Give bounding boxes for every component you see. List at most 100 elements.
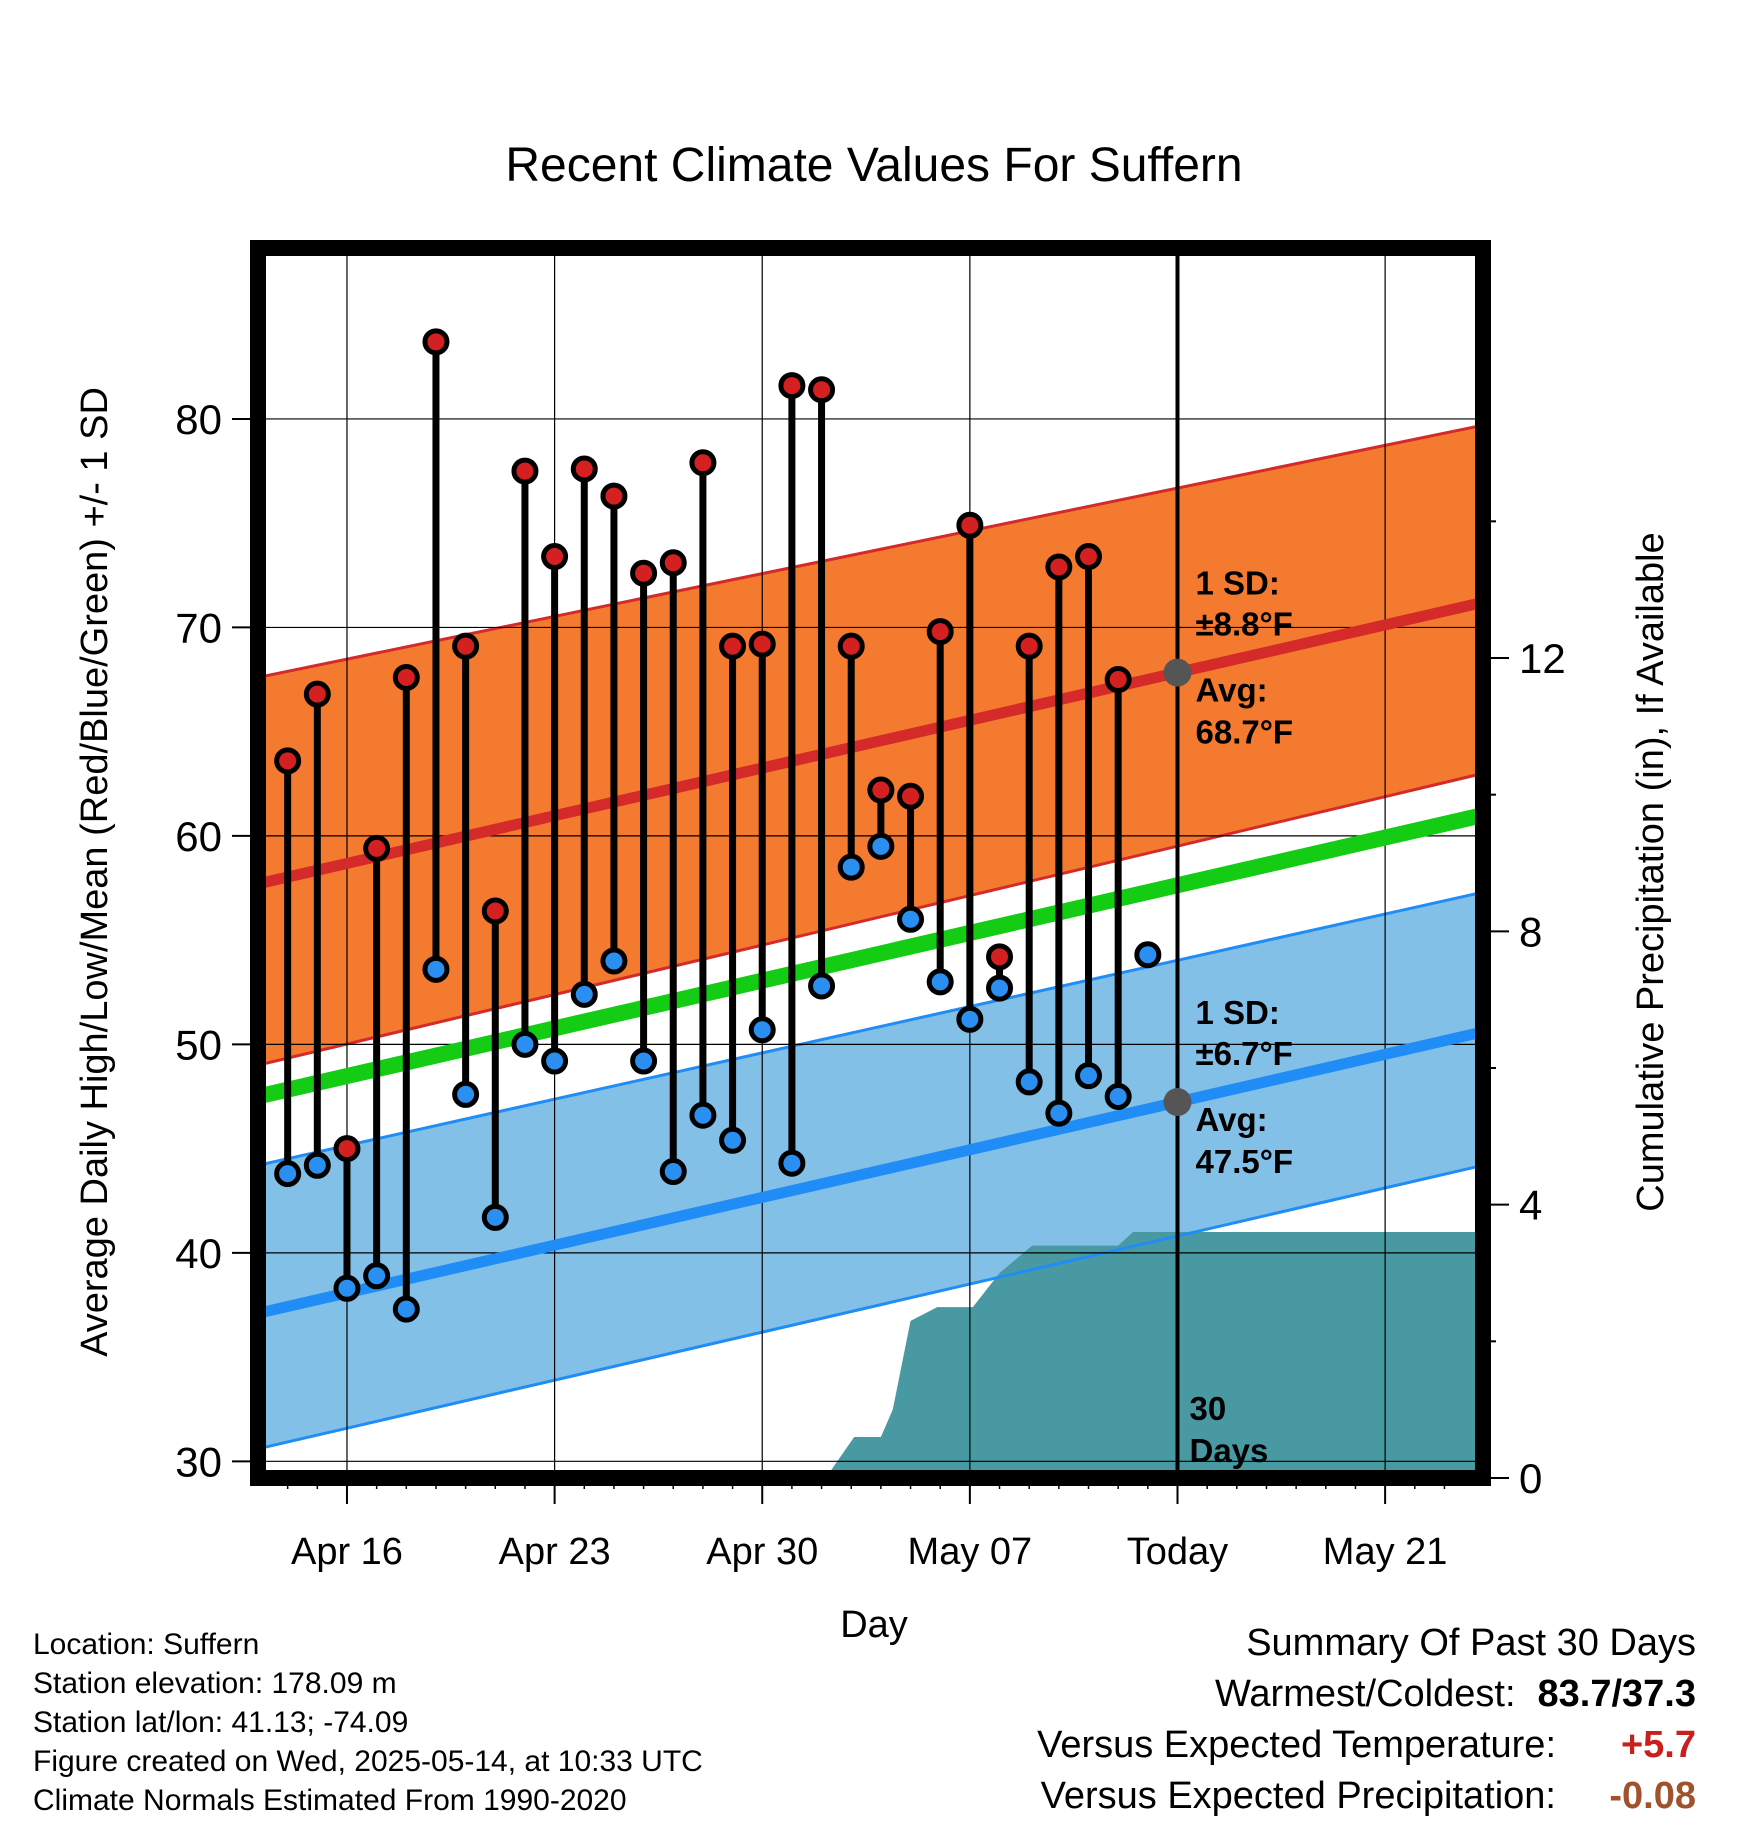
low-point	[303, 1151, 331, 1179]
high-point	[422, 328, 450, 356]
station-info: Location: Suffern Station elevation: 178…	[33, 1625, 703, 1820]
high-sd-label: 1 SD:	[1195, 565, 1279, 602]
high-sd-value: ±8.8°F	[1195, 606, 1292, 643]
high-point	[1075, 543, 1103, 571]
high-point	[808, 376, 836, 404]
x-tick-label: Apr 16	[291, 1531, 403, 1573]
precipitation-area	[599, 1232, 1483, 1478]
y-tick-label: 80	[175, 396, 222, 443]
summary-temp-row: Versus Expected Temperature: +5.7	[1037, 1720, 1696, 1771]
low-point	[1045, 1099, 1073, 1127]
low-point	[511, 1030, 539, 1058]
high-point	[897, 782, 925, 810]
summary-precip-row: Versus Expected Precipitation: -0.08	[1037, 1771, 1696, 1822]
today-low-avg-marker	[1163, 1088, 1192, 1117]
plot-frame	[250, 240, 1491, 1486]
normals-text: Climate Normals Estimated From 1990-2020	[33, 1784, 627, 1817]
plot-area: 1 SD: ±8.8°F Avg: 68.7°F 1 SD: ±6.7°F Avg: 47.5…	[175, 240, 1566, 1573]
low-point	[452, 1080, 480, 1108]
high-point	[986, 943, 1014, 971]
high-point	[1045, 553, 1073, 581]
high-point	[748, 630, 776, 658]
low-point	[659, 1158, 687, 1186]
x-tick-label: Apr 30	[706, 1531, 818, 1573]
warmest-label: Warmest/Coldest:	[1214, 1673, 1516, 1715]
high-point	[600, 482, 628, 510]
high-point	[392, 663, 420, 691]
y2-tick-label: 4	[1519, 1182, 1542, 1229]
y-tick-label: 40	[175, 1230, 222, 1277]
low-point	[719, 1126, 747, 1154]
x-tick-label: May 21	[1323, 1531, 1448, 1573]
y2-tick-label: 12	[1519, 635, 1566, 682]
period-label-days: Days	[1189, 1432, 1268, 1469]
temp-value: +5.7	[1620, 1724, 1696, 1766]
low-avg-label: Avg:	[1195, 1101, 1267, 1138]
high-avg-label: Avg:	[1195, 672, 1267, 709]
low-avg-value: 47.5°F	[1195, 1143, 1293, 1180]
today-high-avg-marker	[1163, 658, 1192, 687]
low-point	[274, 1160, 302, 1188]
y-tick-label: 50	[175, 1021, 222, 1068]
high-point	[719, 632, 747, 660]
location-text: Location: Suffern	[33, 1628, 260, 1661]
high-point	[778, 372, 806, 400]
low-point	[926, 968, 954, 996]
low-point	[986, 974, 1014, 1002]
low-point	[897, 905, 925, 933]
low-point	[1075, 1062, 1103, 1090]
x-tick-label: May 07	[908, 1531, 1033, 1573]
x-tick-label: Apr 23	[499, 1531, 611, 1573]
high-point	[1104, 666, 1132, 694]
high-avg-value: 68.7°F	[1195, 714, 1293, 751]
low-point	[630, 1047, 658, 1075]
low-point	[1104, 1082, 1132, 1110]
elevation-text: Station elevation: 178.09 m	[33, 1667, 397, 1700]
low-sd-upper-line	[257, 890, 1484, 1167]
temp-label: Versus Expected Temperature:	[1037, 1724, 1556, 1766]
low-point	[541, 1047, 569, 1075]
high-point	[659, 549, 687, 577]
y2-axis-label: Cumulative Precipitation (in), If Availa…	[1630, 532, 1672, 1211]
y-tick-label: 60	[175, 813, 222, 860]
low-sd-value: ±6.7°F	[1195, 1035, 1292, 1072]
high-point	[333, 1135, 361, 1163]
y-tick-label: 70	[175, 604, 222, 651]
low-point	[867, 832, 895, 860]
x-tick-label: Today	[1127, 1531, 1228, 1573]
low-point	[392, 1295, 420, 1323]
low-point	[481, 1203, 509, 1231]
low-avg-line	[256, 1026, 1485, 1319]
low-point	[808, 972, 836, 1000]
x-axis-label: Day	[840, 1604, 908, 1646]
high-point	[541, 543, 569, 571]
low-point	[1134, 941, 1162, 969]
high-point	[511, 457, 539, 485]
warmest-value: 83.7/37.3	[1537, 1673, 1696, 1715]
high-point	[303, 680, 331, 708]
low-point	[570, 980, 598, 1008]
high-point	[452, 632, 480, 660]
high-point	[689, 449, 717, 477]
low-point	[956, 1005, 984, 1033]
low-point	[748, 1016, 776, 1044]
low-point	[333, 1274, 361, 1302]
high-point	[956, 511, 984, 539]
chart-title: Recent Climate Values For Suffern	[505, 139, 1242, 192]
high-point	[867, 776, 895, 804]
low-point	[1015, 1068, 1043, 1096]
high-point	[570, 455, 598, 483]
precip-label: Versus Expected Precipitation:	[1040, 1775, 1556, 1817]
y-axis-label: Average Daily High/Low/Mean (Red/Blue/Gr…	[74, 387, 116, 1357]
high-point	[363, 834, 391, 862]
y2-tick-label: 0	[1519, 1455, 1542, 1502]
precip-value: -0.08	[1609, 1775, 1696, 1817]
high-point	[630, 559, 658, 587]
high-point	[274, 747, 302, 775]
period-label-number: 30	[1189, 1390, 1226, 1427]
high-point	[481, 897, 509, 925]
high-point	[926, 618, 954, 646]
y2-tick-label: 8	[1519, 908, 1542, 955]
low-point	[778, 1149, 806, 1177]
